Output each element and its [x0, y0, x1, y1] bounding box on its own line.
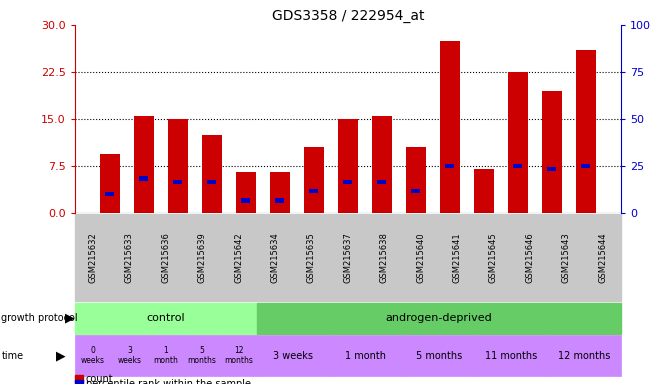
Text: GSM215635: GSM215635 — [307, 232, 316, 283]
Text: GSM215636: GSM215636 — [161, 232, 170, 283]
Text: control: control — [146, 313, 185, 323]
Bar — [241, 199, 250, 203]
Text: 5 months: 5 months — [415, 351, 462, 361]
Title: GDS3358 / 222954_at: GDS3358 / 222954_at — [272, 8, 424, 23]
Bar — [309, 189, 318, 194]
Text: GSM215642: GSM215642 — [234, 232, 243, 283]
Bar — [411, 189, 421, 194]
Text: GSM215637: GSM215637 — [343, 232, 352, 283]
Text: GSM215632: GSM215632 — [88, 232, 98, 283]
Text: GSM215638: GSM215638 — [380, 232, 389, 283]
Text: 11 months: 11 months — [486, 351, 538, 361]
Text: 5
months: 5 months — [188, 346, 216, 365]
Bar — [207, 180, 216, 184]
Text: GSM215633: GSM215633 — [125, 232, 134, 283]
Bar — [202, 135, 222, 213]
Bar — [173, 180, 183, 184]
Text: count: count — [86, 374, 113, 384]
Bar — [139, 176, 148, 181]
Text: ▶: ▶ — [66, 312, 75, 325]
Bar — [168, 119, 188, 213]
Text: 1 month: 1 month — [345, 351, 387, 361]
Text: percentile rank within the sample: percentile rank within the sample — [86, 379, 251, 384]
Bar — [343, 180, 352, 184]
Bar — [508, 72, 528, 213]
Text: GSM215641: GSM215641 — [452, 232, 462, 283]
Text: time: time — [1, 351, 23, 361]
Bar — [105, 192, 114, 197]
Text: GSM215643: GSM215643 — [562, 232, 571, 283]
Bar — [275, 199, 284, 203]
Bar — [377, 180, 386, 184]
Bar — [513, 164, 523, 168]
Text: GSM215640: GSM215640 — [416, 232, 425, 283]
Text: GSM215634: GSM215634 — [270, 232, 280, 283]
Text: 12 months: 12 months — [558, 351, 610, 361]
Bar — [270, 172, 290, 213]
Text: 1
month: 1 month — [153, 346, 178, 365]
Text: GSM215645: GSM215645 — [489, 232, 498, 283]
Text: androgen-deprived: androgen-deprived — [385, 313, 492, 323]
Bar — [575, 50, 596, 213]
Text: GSM215639: GSM215639 — [198, 232, 207, 283]
Text: GSM215646: GSM215646 — [525, 232, 534, 283]
Text: ▶: ▶ — [56, 349, 65, 362]
Bar — [133, 116, 154, 213]
Text: 12
months: 12 months — [224, 346, 253, 365]
Text: 3 weeks: 3 weeks — [273, 351, 313, 361]
Bar — [304, 147, 324, 213]
Bar — [439, 41, 460, 213]
Bar — [541, 91, 562, 213]
Text: 0
weeks: 0 weeks — [81, 346, 105, 365]
Bar — [445, 164, 454, 168]
Bar — [337, 119, 358, 213]
Text: growth protocol: growth protocol — [1, 313, 78, 323]
Bar — [372, 116, 392, 213]
Bar — [581, 164, 590, 168]
Text: 3
weeks: 3 weeks — [118, 346, 141, 365]
Bar — [99, 154, 120, 213]
Bar — [547, 167, 556, 171]
Bar — [474, 169, 494, 213]
Bar — [235, 172, 256, 213]
Bar — [406, 147, 426, 213]
Text: GSM215644: GSM215644 — [598, 232, 607, 283]
